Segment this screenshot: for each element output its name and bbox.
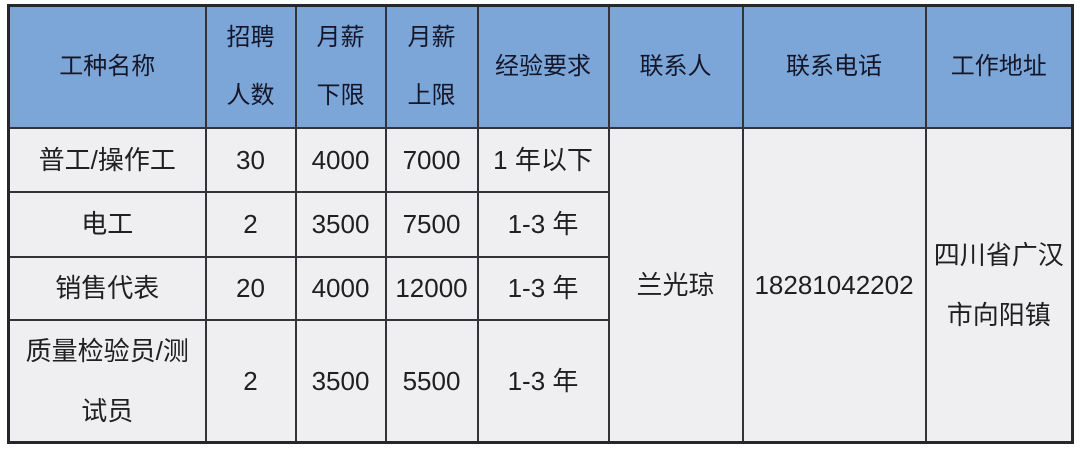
cell-count: 20: [204, 255, 297, 321]
header-contact-label: 联系人: [639, 52, 712, 80]
header-salary-min: 月薪 下限: [294, 4, 387, 129]
cell-salary-min: 3500: [294, 190, 387, 258]
cell-contact-name: 兰光琼: [607, 126, 744, 444]
header-phone: 联系电话: [741, 4, 927, 129]
header-salary-min-line1: 月薪: [316, 23, 365, 51]
header-phone-label: 联系电话: [786, 52, 882, 80]
cell-experience: 1-3 年: [476, 318, 610, 444]
header-salary-max-line2: 上限: [407, 81, 456, 109]
cell-job: 普工/操作工: [7, 126, 207, 193]
cell-count: 30: [204, 126, 297, 193]
cell-salary-min: 4000: [294, 126, 387, 193]
table-row: 普工/操作工 30 4000 7000 1 年以下 兰光琼 1828104220…: [7, 126, 1074, 444]
cell-experience: 1 年以下: [476, 126, 610, 193]
header-address: 工作地址: [924, 4, 1074, 129]
header-row: 工种名称 招聘 人数 月薪 下限 月薪 上限 经验要求 联系人 联系电话: [7, 4, 1074, 129]
header-job-name-label: 工种名称: [59, 52, 156, 80]
header-contact: 联系人: [607, 4, 744, 129]
cell-phone-number: 18281042202: [741, 126, 927, 444]
header-salary-min-line2: 下限: [316, 81, 365, 109]
cell-job: 电工: [7, 190, 207, 258]
table-row: 电工 2 3500 7500 1-3 年: [7, 190, 1073, 258]
header-recruit-count: 招聘 人数: [204, 4, 297, 129]
cell-salary-max: 7000: [384, 126, 479, 193]
header-experience: 经验要求: [476, 4, 610, 129]
header-salary-max-line1: 月薪: [407, 23, 456, 51]
recruitment-table: 工种名称 招聘 人数 月薪 下限 月薪 上限 经验要求 联系人 联系电话: [7, 4, 1074, 444]
header-job-name: 工种名称: [7, 4, 207, 129]
cell-count: 2: [204, 190, 297, 258]
header-address-label: 工作地址: [950, 52, 1047, 80]
cell-salary-min: 3500: [294, 318, 387, 444]
header-salary-max: 月薪 上限: [384, 4, 479, 129]
cell-experience: 1-3 年: [476, 255, 610, 321]
cell-salary-max: 12000: [384, 255, 479, 321]
cell-count: 2: [204, 318, 297, 444]
cell-experience: 1-3 年: [476, 190, 610, 258]
table-row: 销售代表 20 4000 12000 1-3 年: [7, 255, 1073, 321]
table-row: 质量检验员/测试员 2 3500 5500 1-3 年: [7, 318, 1073, 444]
header-experience-label: 经验要求: [495, 52, 591, 80]
header-recruit-count-line1: 招聘: [226, 23, 275, 51]
header-recruit-count-line2: 人数: [226, 81, 275, 109]
cell-job: 质量检验员/测试员: [7, 318, 207, 444]
cell-salary-max: 5500: [384, 318, 479, 444]
cell-work-address: 四川省广汉市向阳镇: [924, 126, 1074, 444]
cell-salary-max: 7500: [384, 190, 479, 258]
cell-salary-min: 4000: [294, 255, 387, 321]
cell-job: 销售代表: [7, 255, 207, 321]
